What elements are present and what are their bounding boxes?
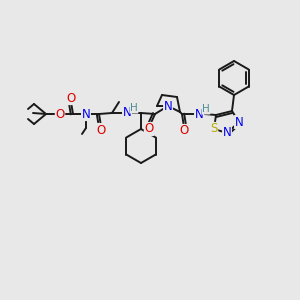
Text: N: N [123,106,131,119]
Text: H: H [202,104,210,114]
Text: N: N [82,107,90,121]
Text: N: N [223,127,231,140]
Text: O: O [144,122,154,136]
Text: O: O [179,124,189,137]
Text: S: S [210,122,218,136]
Text: O: O [96,124,106,136]
Text: O: O [66,92,76,104]
Text: N: N [195,107,203,121]
Text: N: N [235,116,243,128]
Text: O: O [56,107,64,121]
Text: H: H [130,103,138,113]
Text: N: N [164,100,172,112]
